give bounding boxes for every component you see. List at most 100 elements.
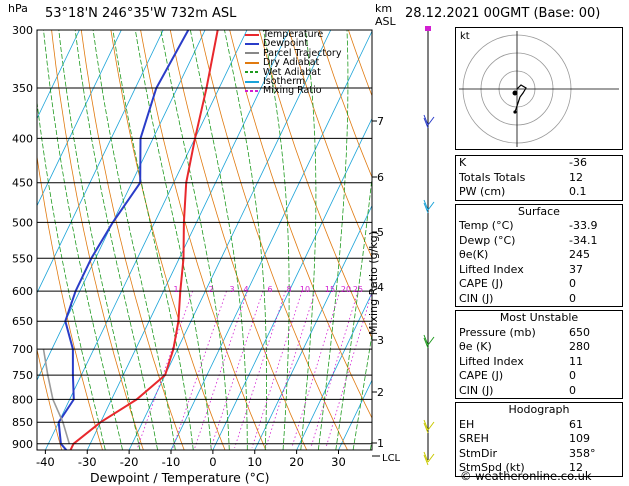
surface-theta-row: θe(K) 245 — [456, 248, 622, 263]
dry-adiabat-line — [110, 30, 226, 450]
wet-adiabat-line — [134, 30, 212, 450]
legend-label: Wet Adiabat — [263, 66, 321, 78]
credit-label: © weatheronline.co.uk — [460, 469, 592, 483]
sreh-row: SREH 109 — [456, 432, 622, 447]
pressure-tick-label: 800 — [12, 393, 33, 406]
series-temperature — [69, 30, 219, 450]
wet-adiabat-line — [37, 99, 106, 450]
pw-row: PW (cm) 0.1 — [456, 185, 622, 200]
stmdir-row: StmDir 358° — [456, 447, 622, 462]
index-panel: K -36 Totals Totals 12 PW (cm) 0.1 Surface … — [455, 155, 623, 480]
legend-label: Dewpoint — [263, 38, 309, 50]
legend-swatch — [245, 80, 259, 83]
legend-item: Dry Adiabat — [245, 58, 341, 67]
isotherm-line — [86, 30, 290, 450]
pressure-tick-label: 900 — [12, 438, 33, 451]
wet-adiabat-line — [190, 30, 248, 450]
mixing-ratio-line — [234, 290, 286, 449]
isotherm-line — [37, 30, 80, 120]
dry-adiabat-line — [37, 347, 63, 450]
dry-adiabat-line — [229, 30, 372, 419]
surface-dewp-value: -34.1 — [569, 233, 598, 247]
stmspd-value: 12 — [569, 461, 583, 474]
dry-adiabat-line — [288, 30, 372, 259]
mu-pres-value: 650 — [569, 325, 590, 339]
x-tick-label: 0 — [209, 455, 216, 469]
surface-title: Surface — [518, 204, 560, 218]
pressure-tick-label: 400 — [12, 132, 33, 145]
surface-cin-label: CIN (J) — [459, 291, 494, 305]
wind-barb-icon — [423, 451, 435, 466]
pressure-unit-label: hPa — [8, 2, 28, 15]
datetime-title: 28.12.2021 00GMT (Base: 00) — [405, 6, 601, 21]
mixing-ratio-label: 2 — [208, 285, 213, 294]
isotherm-line — [212, 117, 372, 450]
km-tick-label: 3 — [377, 334, 384, 347]
pw-label: PW (cm) — [459, 185, 506, 198]
isotherm-line — [170, 30, 372, 450]
legend-label: Dry Adiabat — [263, 57, 320, 69]
dry-adiabat-line — [199, 30, 348, 450]
mixing-ratio-line — [291, 290, 341, 449]
x-tick-label: 10 — [247, 455, 262, 469]
surface-temp-row: Temp (°C) -33.9 — [456, 219, 622, 234]
surface-cin-value: 0 — [569, 291, 576, 305]
wet-adiabat-line — [300, 30, 317, 450]
hodograph-trace — [514, 84, 527, 113]
dry-adiabat-line — [51, 30, 144, 450]
pressure-tick-label: 300 — [12, 24, 33, 37]
pressure-tick-label: 650 — [12, 315, 33, 328]
height-unit-km: km — [375, 2, 393, 15]
mixing-ratio-label: 15 — [325, 285, 335, 294]
eh-value: 61 — [569, 417, 583, 431]
height-unit-asl: ASL — [375, 15, 396, 28]
stmspd-label: StmSpd (kt) — [459, 461, 525, 474]
mu-cin-value: 0 — [569, 383, 576, 397]
legend-item: Parcel Trajectory — [245, 49, 341, 58]
legend-label: Isotherm — [263, 75, 306, 87]
pressure-tick-label: 700 — [12, 343, 33, 356]
dry-adiabat-line — [258, 30, 372, 339]
stmspd-row: StmSpd (kt) 12 — [456, 461, 622, 476]
wet-adiabat-line — [43, 30, 123, 450]
wind-barb-icon — [423, 419, 435, 434]
mixing-ratio-line — [194, 290, 248, 449]
km-tick-label: 1 — [377, 437, 384, 450]
mu-theta-value: 280 — [569, 340, 590, 353]
mu-pres-label: Pressure (mb) — [459, 325, 536, 339]
surface-dewp-label: Dewp (°C) — [459, 233, 516, 247]
pressure-tick-label: 500 — [12, 216, 33, 229]
pressure-tick-label: 550 — [12, 252, 33, 265]
isotherm-line — [37, 30, 164, 294]
tt-label: Totals Totals — [459, 170, 526, 184]
mu-theta-row: θe (K) 280 — [456, 340, 622, 355]
mu-cin-row: CIN (J) 0 — [456, 384, 622, 399]
wet-adiabat-line — [317, 30, 349, 450]
surface-theta-label: θe(K) — [459, 248, 489, 261]
k-label: K — [459, 156, 467, 169]
km-tick-label: 6 — [377, 171, 384, 184]
wet-adiabat-line — [74, 30, 158, 450]
chart-legend: Temperature Dewpoint Parcel Trajectory Dry … — [245, 30, 341, 96]
mixing-ratio-label: 10 — [300, 285, 310, 294]
pressure-tick-label: 450 — [12, 177, 33, 190]
pressure-tick-label: 600 — [12, 285, 33, 298]
k-index-row: K -36 — [456, 156, 622, 171]
mixing-ratio-label: 8 — [286, 285, 291, 294]
legend-swatch — [245, 61, 259, 64]
legend-swatch — [245, 52, 259, 55]
tt-value: 12 — [569, 170, 583, 184]
pressure-tick-label: 750 — [12, 369, 33, 382]
x-tick-label: -20 — [120, 455, 139, 469]
surface-box: Surface Temp (°C) -33.9 Dewp (°C) -34.1 θe… — [455, 203, 623, 307]
mixing-ratio-label: 3 — [229, 285, 234, 294]
hodograph-stats-box: Hodograph EH 61 SREH 109 StmDir 358° StmSpd… — [455, 402, 623, 477]
mu-li-value: 11 — [569, 354, 583, 368]
wind-barb-icon — [423, 334, 435, 349]
mixing-ratio-label: 4 — [243, 285, 248, 294]
mixing-ratio-line — [251, 290, 303, 449]
height-unit-label: km ASL — [375, 2, 396, 28]
wet-adiabat-line — [160, 30, 230, 450]
x-tick-label: -30 — [78, 455, 97, 469]
